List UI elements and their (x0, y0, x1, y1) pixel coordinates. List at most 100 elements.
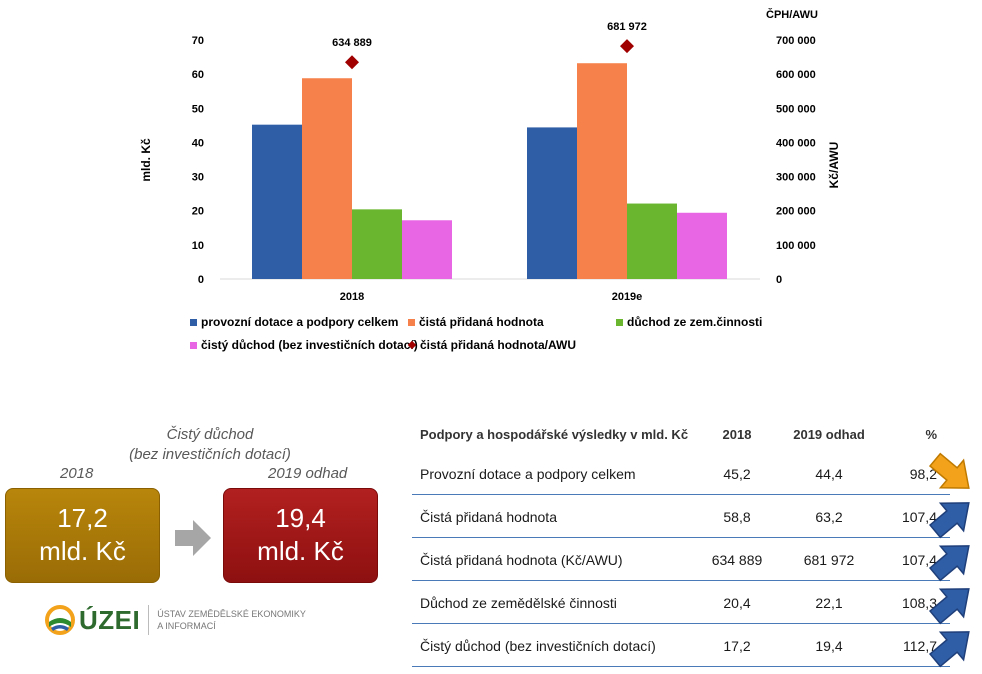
y2-tick-label: 600 000 (776, 69, 816, 81)
y-tick-label: 0 (198, 274, 204, 286)
income-box-2019: 19,4 mld. Kč (223, 488, 378, 583)
x-tick-label: 2018 (340, 291, 364, 303)
table-row: Důchod ze zemědělské činnosti 20,4 22,1 108… (412, 583, 970, 625)
data-label: 634 889 (332, 37, 372, 49)
row-value-2018: 20,4 (723, 595, 751, 611)
y-tick-label: 40 (192, 137, 204, 149)
table-row: Čistý důchod (bez investičních dotací) 17… (412, 626, 970, 668)
trend-up-arrow-icon (928, 502, 970, 539)
header-pct: % (925, 426, 937, 442)
row-value-2018: 17,2 (723, 638, 751, 654)
legend-label: provozní dotace a podpory celkem (201, 315, 399, 329)
row-value-pct: 107,4 (901, 509, 937, 525)
y2-tick-label: 100 000 (776, 240, 816, 252)
legend-item-provozni-dotace: provozní dotace a podpory celkem (190, 315, 398, 329)
legend-item-cista-pridana-hodnota: čistá přidaná hodnota (408, 315, 544, 329)
y-tick-label: 10 (192, 240, 204, 252)
legend-label: čistá přidaná hodnota/AWU (420, 338, 577, 352)
legend-label: čistý důchod (bez investičních dotací) (201, 338, 418, 352)
table-header: Podpory a hospodářské výsledky v mld. Kč… (412, 420, 950, 448)
row-value-pct: 107,4 (901, 552, 937, 568)
row-value-2019: 681 972 (803, 552, 855, 568)
row-value-2019: 63,2 (815, 509, 843, 525)
legend-swatch-green (616, 318, 623, 326)
x-tick-label: 2019e (612, 291, 643, 303)
bar (527, 127, 577, 279)
y-tick-label: 30 (192, 172, 204, 184)
y-tick-label: 60 (192, 69, 204, 81)
row-label: Čistý důchod (bez investičních dotací) (420, 638, 656, 654)
row-value-2019: 19,4 (815, 638, 843, 654)
row-value-2019: 44,4 (815, 466, 843, 482)
bar (677, 212, 727, 279)
marker-point (345, 55, 359, 70)
trend-down-arrow-icon (928, 452, 970, 489)
legend-item-cisty-duchod: čistý důchod (bez investičních dotací) (190, 338, 418, 352)
arrow-right-icon (175, 520, 211, 556)
bar (252, 124, 302, 279)
legend-label: důchod ze zem.činnosti (627, 315, 763, 329)
legend-swatch-diamond (407, 340, 417, 350)
uzei-logo: ÚZEI ÚSTAV ZEMĚDĚLSKÉ EKONOMIKY A INFORM… (45, 600, 306, 640)
bar (402, 220, 452, 279)
row-value-pct: 108,3 (901, 595, 937, 611)
income-box-2018: 17,2 mld. Kč (5, 488, 160, 583)
legend-label: čistá přidaná hodnota (419, 315, 544, 329)
income-title-line1: Čistý důchod (166, 426, 254, 443)
bar (352, 209, 402, 279)
y2-axis-title: Kč/AWU (827, 142, 841, 189)
logo-subtitle: ÚSTAV ZEMĚDĚLSKÉ EKONOMIKY A INFORMACÍ (157, 608, 306, 632)
y-tick-label: 20 (192, 206, 204, 218)
bar (627, 203, 677, 279)
year-label-2019: 2019 odhad (268, 465, 348, 482)
legend-item-duchod: důchod ze zem.činnosti (616, 315, 762, 329)
y2-tick-label: 300 000 (776, 172, 816, 184)
table-row: Provozní dotace a podpory celkem 45,2 44,4… (412, 452, 970, 495)
logo-subtitle-line2: A INFORMACÍ (157, 621, 216, 631)
row-value-pct: 98,2 (909, 466, 937, 482)
y2-tick-label: 200 000 (776, 206, 816, 218)
legend-swatch-pink (190, 341, 197, 349)
y2-tick-label: 700 000 (776, 35, 816, 47)
legend-swatch-orange (408, 318, 415, 326)
y-tick-label: 70 (192, 35, 204, 47)
logo-emblem-icon (45, 605, 75, 635)
header-2018: 2018 (722, 426, 752, 442)
row-label: Čistá přidaná hodnota (420, 509, 557, 525)
income-value-2018: 17,2 (57, 503, 108, 533)
header-label: Podpory a hospodářské výsledky v mld. Kč (420, 426, 689, 442)
trend-up-arrow-icon (928, 631, 970, 668)
row-value-2018: 634 889 (711, 552, 763, 568)
income-unit-2019: mld. Kč (257, 536, 344, 566)
row-label: Provozní dotace a podpory celkem (420, 466, 636, 482)
table-row: Čistá přidaná hodnota (Kč/AWU) 634 889 681… (412, 540, 970, 582)
combo-bar-chart: 0 10 20 30 40 50 60 70 0 100 000 200 000 300 000 400… (139, 8, 841, 303)
income-title: Čistý důchod (bez investičních dotací) (110, 425, 310, 465)
legend-item-cph-awu: čistá přidaná hodnota/AWU (407, 338, 577, 352)
y-axis-title: mld. Kč (139, 138, 153, 182)
logo-name: ÚZEI (79, 604, 141, 635)
row-value-2018: 45,2 (723, 466, 751, 482)
row-value-pct: 112,7 (903, 638, 937, 654)
year-label-2018: 2018 (60, 465, 94, 482)
table-row: Čistá přidaná hodnota 58,8 63,2 107,4 (412, 497, 970, 539)
row-label: Důchod ze zemědělské činnosti (420, 595, 617, 611)
marker-point (620, 39, 634, 54)
y2-axis-heading: ČPH/AWU (766, 8, 818, 21)
income-title-line2: (bez investičních dotací) (129, 446, 291, 463)
y2-tick-label: 0 (776, 274, 782, 286)
income-value-2019: 19,4 (275, 503, 326, 533)
trend-up-arrow-icon (928, 545, 970, 582)
logo-subtitle-line1: ÚSTAV ZEMĚDĚLSKÉ EKONOMIKY (157, 609, 306, 619)
legend-swatch-blue (190, 318, 197, 326)
bar (302, 78, 352, 280)
row-label: Čistá přidaná hodnota (Kč/AWU) (420, 552, 623, 568)
income-unit-2018: mld. Kč (39, 536, 126, 566)
row-value-2019: 22,1 (815, 595, 843, 611)
header-2019: 2019 odhad (793, 426, 865, 442)
row-value-2018: 58,8 (723, 509, 751, 525)
y-tick-label: 50 (192, 103, 204, 115)
bar (577, 63, 627, 279)
y2-tick-label: 400 000 (776, 137, 816, 149)
y2-tick-label: 500 000 (776, 103, 816, 115)
